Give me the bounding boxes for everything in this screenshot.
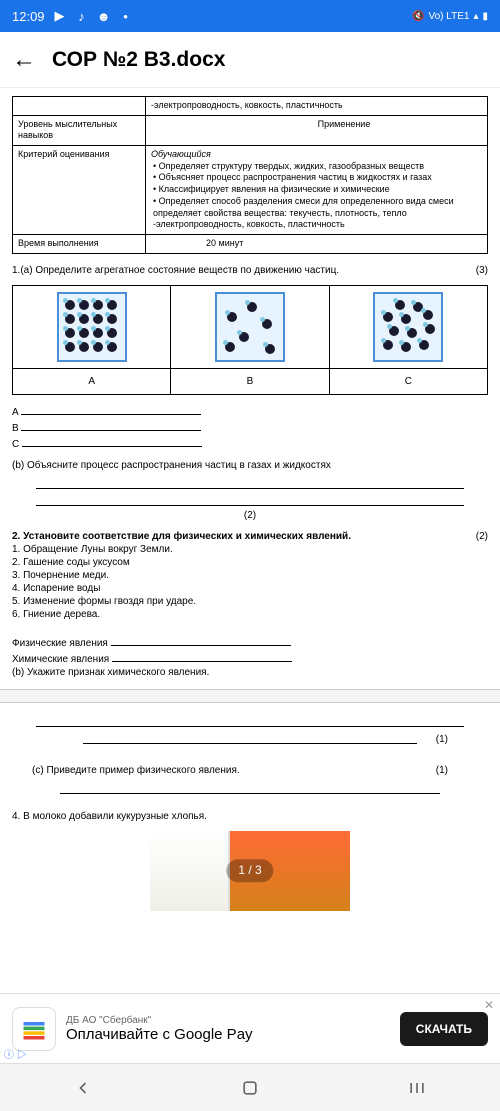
label-a: А bbox=[13, 368, 171, 394]
youtube-icon: ▶ bbox=[53, 9, 67, 23]
signal-icon: ▴ bbox=[473, 11, 478, 22]
question-1a: 1.(а) Определите агрегатное состояние ве… bbox=[12, 264, 488, 277]
battery-icon: ▮ bbox=[482, 11, 488, 22]
status-bar: 12:09 ▶ ♪ ☻ • 🔇 Vo) LTE1 ▴ ▮ bbox=[0, 0, 500, 32]
cell-criteria-label: Критерий оценивания bbox=[13, 146, 146, 235]
ad-text-big: Оплачивайте с Google Pay bbox=[66, 1026, 390, 1043]
page-gap bbox=[0, 689, 500, 703]
label-c: С bbox=[329, 368, 487, 394]
document-title: СОР №2 В3.docx bbox=[52, 48, 225, 72]
ad-close-icon[interactable]: ✕ bbox=[484, 998, 494, 1012]
cell-time-value: 20 минут bbox=[146, 234, 488, 253]
nav-back-button[interactable] bbox=[71, 1076, 95, 1100]
info-table: -электропроводность, ковкость, пластично… bbox=[12, 96, 488, 254]
particles-table: А В С bbox=[12, 285, 488, 395]
cell-criteria-value: Обучающийся • Определяет структуру тверд… bbox=[146, 146, 488, 235]
document-content[interactable]: -электропроводность, ковкость, пластично… bbox=[0, 88, 500, 1008]
answer-blanks: А В С bbox=[12, 403, 488, 451]
ad-app-icon[interactable] bbox=[12, 1007, 56, 1051]
particle-cell-a bbox=[13, 285, 171, 368]
ad-text[interactable]: ДБ АО "Сбербанк" Оплачивайте с Google Pa… bbox=[66, 1015, 390, 1043]
question-2b-lines: (1) bbox=[12, 713, 488, 744]
milk-glass bbox=[150, 831, 230, 911]
nav-recents-button[interactable] bbox=[405, 1076, 429, 1100]
ad-info-icon[interactable]: ⓘ ▷ bbox=[4, 1046, 27, 1061]
status-left: 12:09 ▶ ♪ ☻ • bbox=[12, 9, 133, 24]
status-time: 12:09 bbox=[12, 9, 45, 24]
ad-text-small: ДБ АО "Сбербанк" bbox=[66, 1015, 390, 1026]
particle-cell-b bbox=[171, 285, 329, 368]
question-2c: (с) Приведите пример физического явления… bbox=[12, 764, 488, 794]
app-icon: ☻ bbox=[97, 9, 111, 23]
mute-icon: 🔇 bbox=[412, 11, 424, 22]
nav-home-button[interactable] bbox=[238, 1076, 262, 1100]
cell-level-value: Применение bbox=[146, 115, 488, 145]
label-b: В bbox=[171, 368, 329, 394]
dot-icon: • bbox=[119, 9, 133, 23]
ad-download-button[interactable]: СКАЧАТЬ bbox=[400, 1012, 488, 1046]
status-right: 🔇 Vo) LTE1 ▴ ▮ bbox=[412, 11, 488, 22]
ad-banner[interactable]: ДБ АО "Сбербанк" Оплачивайте с Google Pa… bbox=[0, 993, 500, 1063]
app-header: ← СОР №2 В3.docx bbox=[0, 32, 500, 88]
question-4: 4. В молоко добавили кукурузные хлопья. bbox=[12, 810, 488, 823]
nav-bar bbox=[0, 1063, 500, 1111]
particle-solid bbox=[57, 292, 127, 362]
cell-level-label: Уровень мыслительных навыков bbox=[13, 115, 146, 145]
food-image: 1 / 3 bbox=[150, 831, 350, 911]
tiktok-icon: ♪ bbox=[75, 9, 89, 23]
particle-gas bbox=[215, 292, 285, 362]
question-2: 2. Установите соответствие для физически… bbox=[12, 530, 488, 679]
particle-liquid bbox=[373, 292, 443, 362]
back-arrow-icon[interactable]: ← bbox=[12, 46, 36, 74]
signal-text: Vo) LTE1 bbox=[429, 11, 470, 22]
question-1b: (b) Объясните процесс распространения ча… bbox=[12, 459, 488, 522]
particle-cell-c bbox=[329, 285, 487, 368]
cell-prop: -электропроводность, ковкость, пластично… bbox=[146, 97, 488, 116]
page-indicator: 1 / 3 bbox=[226, 859, 273, 883]
cell-time-label: Время выполнения bbox=[13, 234, 146, 253]
